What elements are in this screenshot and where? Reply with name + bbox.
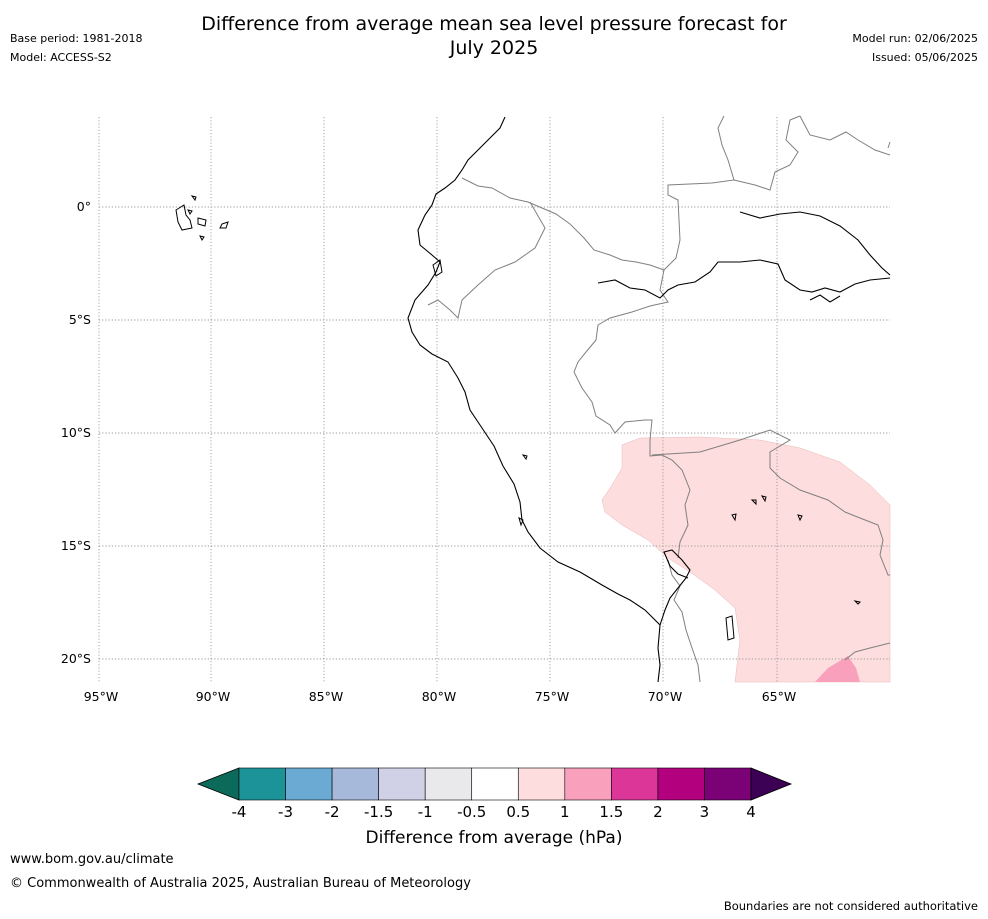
- colorbar-tick-label: 1: [560, 803, 570, 821]
- colorbar-segment: [471, 767, 519, 801]
- coastline: [407, 116, 891, 683]
- footer-disclaimer: Boundaries are not considered authoritat…: [723, 899, 978, 913]
- anomaly-region-light-pink: [601, 436, 891, 683]
- colorbar-segment: [704, 767, 752, 801]
- lat-label: 20°S: [61, 651, 91, 666]
- colorbar-tick-label: -2: [325, 803, 340, 821]
- colorbar-tick-label: 3: [700, 803, 710, 821]
- colorbar-segments: [196, 767, 793, 801]
- colorbar-segment: [285, 767, 333, 801]
- lon-label: 65°W: [762, 689, 797, 704]
- colorbar: -4 -3 -2 -1.5 -1 -0.5 0.5 1 1.5 2 3 4 Difference fr…: [196, 767, 793, 848]
- model-name: Model: ACCESS-S2: [10, 51, 112, 64]
- map-plot: [98, 115, 891, 683]
- lon-label: 75°W: [535, 689, 570, 704]
- colorbar-tick-label: 0.5: [506, 803, 530, 821]
- country-borders: [427, 115, 891, 683]
- chart-title: Difference from average mean sea level p…: [0, 12, 988, 60]
- colorbar-segment: [238, 767, 286, 801]
- model-run: Model run: 02/06/2025: [852, 32, 978, 45]
- issued-date: Issued: 05/06/2025: [871, 51, 978, 64]
- lat-label: 5°S: [69, 312, 91, 327]
- colorbar-segment: [564, 767, 612, 801]
- lon-label: 90°W: [196, 689, 231, 704]
- colorbar-tick-label: -4: [232, 803, 247, 821]
- colorbar-segment: [378, 767, 426, 801]
- latitude-labels: 0° 5°S 10°S 15°S 20°S: [61, 199, 91, 666]
- lon-label: 95°W: [84, 689, 119, 704]
- lon-label: 85°W: [309, 689, 344, 704]
- title-line-1: Difference from average mean sea level p…: [201, 13, 787, 35]
- footer-copyright: © Commonwealth of Australia 2025, Austra…: [10, 876, 471, 891]
- anomaly-region-pink: [815, 656, 860, 682]
- colorbar-segment: [517, 767, 566, 801]
- title-line-2: July 2025: [449, 37, 539, 59]
- lat-label: 0°: [77, 199, 91, 214]
- colorbar-segment: [331, 767, 379, 801]
- colorbar-segment: [424, 767, 473, 801]
- footer-url: www.bom.gov.au/climate: [10, 852, 174, 867]
- colorbar-extend-low: [196, 767, 240, 801]
- colorbar-extend-high: [750, 767, 793, 801]
- base-period: Base period: 1981-2018: [10, 32, 143, 45]
- islands-and-lakes: [175, 195, 862, 641]
- colorbar-tick-label: -1.5: [364, 803, 393, 821]
- colorbar-segment: [611, 767, 659, 801]
- colorbar-tick-label: 4: [746, 803, 756, 821]
- colorbar-ticks: -4 -3 -2 -1.5 -1 -0.5 0.5 1 1.5 2 3 4: [232, 803, 756, 821]
- colorbar-tick-label: -0.5: [457, 803, 486, 821]
- colorbar-tick-label: -3: [278, 803, 293, 821]
- longitude-labels: 95°W 90°W 85°W 80°W 75°W 70°W 65°W: [84, 689, 797, 704]
- lon-label: 80°W: [422, 689, 457, 704]
- lon-label: 70°W: [648, 689, 683, 704]
- colorbar-label: Difference from average (hPa): [366, 828, 623, 848]
- colorbar-tick-label: 2: [653, 803, 663, 821]
- graticule: [98, 117, 890, 682]
- lat-label: 15°S: [61, 538, 91, 553]
- colorbar-tick-label: -1: [418, 803, 433, 821]
- colorbar-segment: [657, 767, 705, 801]
- lat-label: 10°S: [61, 425, 91, 440]
- colorbar-tick-label: 1.5: [599, 803, 623, 821]
